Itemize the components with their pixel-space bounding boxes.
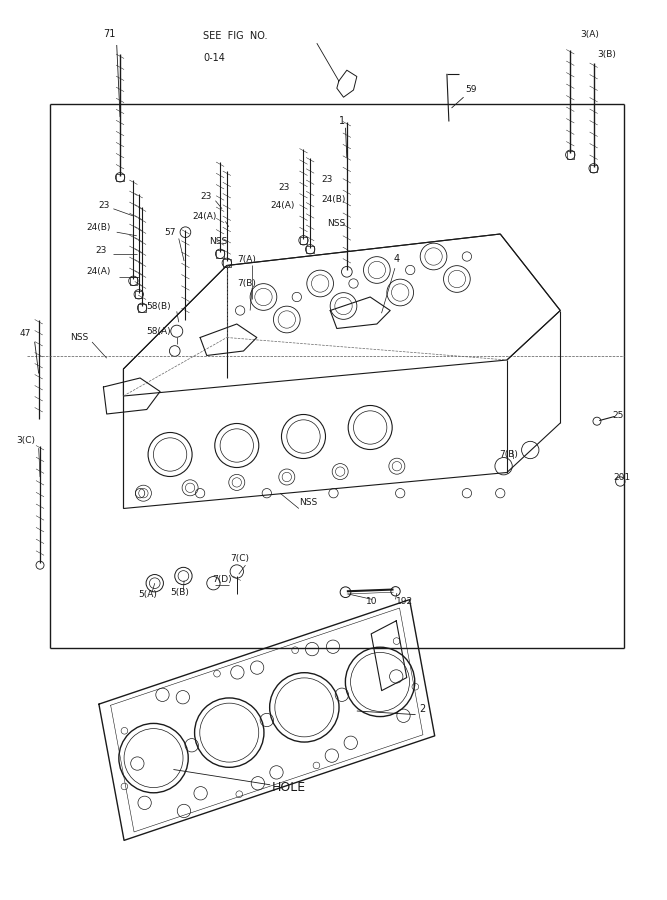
Bar: [590, 165, 598, 172]
Text: 5(A): 5(A): [139, 590, 157, 598]
Text: 2: 2: [419, 704, 425, 715]
Text: 24(A): 24(A): [192, 212, 217, 220]
Text: 23: 23: [95, 246, 107, 255]
Text: SEE  FIG  NO.: SEE FIG NO.: [203, 31, 268, 41]
Bar: [129, 277, 137, 284]
Text: 24(B): 24(B): [87, 223, 111, 232]
Text: 10: 10: [366, 597, 377, 606]
Text: 7(D): 7(D): [212, 575, 231, 584]
Text: 24(B): 24(B): [321, 195, 346, 204]
Text: 4: 4: [394, 254, 400, 265]
Text: 201: 201: [614, 472, 631, 482]
Text: HOLE: HOLE: [272, 781, 306, 794]
Text: 7(C): 7(C): [230, 554, 249, 562]
Text: 57: 57: [165, 228, 176, 237]
Text: 23: 23: [99, 201, 110, 210]
Text: 3(C): 3(C): [17, 436, 35, 446]
Text: 192: 192: [396, 597, 413, 606]
Text: 5(B): 5(B): [170, 588, 189, 597]
Bar: [135, 291, 143, 298]
Bar: [216, 250, 224, 257]
Text: 1: 1: [339, 116, 345, 127]
Bar: [306, 246, 314, 253]
Bar: [116, 174, 124, 181]
Text: 58(B): 58(B): [147, 302, 171, 310]
Text: 47: 47: [20, 328, 31, 338]
Text: 23: 23: [321, 176, 333, 184]
Text: 7(B): 7(B): [237, 279, 255, 288]
Text: 23: 23: [200, 192, 211, 201]
Bar: [299, 237, 307, 244]
Text: 71: 71: [103, 29, 116, 40]
Text: 24(A): 24(A): [270, 201, 295, 210]
Text: 0-14: 0-14: [203, 52, 225, 63]
Text: 3(A): 3(A): [580, 30, 599, 39]
Text: NSS: NSS: [70, 333, 88, 342]
Text: 58(A): 58(A): [147, 327, 171, 336]
Bar: [138, 304, 146, 311]
Text: NSS: NSS: [209, 237, 227, 246]
Text: 7(A): 7(A): [237, 255, 255, 264]
Text: 7(B): 7(B): [499, 450, 518, 459]
Text: NSS: NSS: [299, 498, 317, 507]
Text: 23: 23: [279, 183, 290, 192]
Text: 24(A): 24(A): [87, 267, 111, 276]
Bar: [223, 259, 231, 266]
Text: 59: 59: [465, 86, 476, 94]
Text: 25: 25: [612, 411, 624, 420]
Text: NSS: NSS: [327, 219, 345, 228]
Bar: [566, 151, 574, 158]
Text: 3(B): 3(B): [597, 50, 616, 58]
